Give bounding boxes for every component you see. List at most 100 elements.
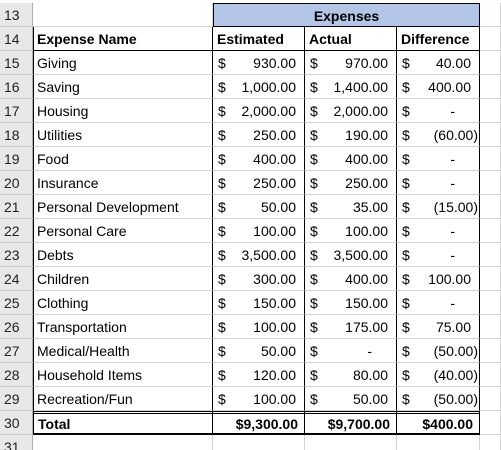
amount-cell: $100.00 xyxy=(305,219,396,243)
currency-symbol: $ xyxy=(402,127,410,143)
cell xyxy=(397,435,480,450)
cell xyxy=(480,27,501,51)
currency-symbol: $ xyxy=(310,175,318,191)
cell xyxy=(397,291,480,315)
cell xyxy=(397,243,480,267)
expense-name: Food xyxy=(37,151,69,167)
cell xyxy=(33,3,213,27)
amount-cell: $175.00 xyxy=(305,315,396,339)
cell xyxy=(213,363,305,387)
expense-name: Clothing xyxy=(37,295,89,311)
row-number: 28 xyxy=(0,363,33,387)
amount: 2,000.00 xyxy=(241,103,297,119)
amount-cell: $ - xyxy=(397,291,479,315)
amount-cell: $400.00 xyxy=(305,267,396,291)
cell xyxy=(305,75,397,99)
currency-symbol: $ xyxy=(402,319,410,335)
cell xyxy=(480,411,501,435)
cell xyxy=(397,51,480,75)
amount-cell: $ - xyxy=(397,171,479,195)
row-number: 16 xyxy=(0,75,33,99)
cell xyxy=(480,147,501,171)
cell xyxy=(480,219,501,243)
row-number: 17 xyxy=(0,99,33,123)
currency-symbol: $ xyxy=(310,103,318,119)
amount-cell: $190.00 xyxy=(305,123,396,147)
amount: 3,500.00 xyxy=(241,247,297,263)
currency-symbol: $ xyxy=(402,295,410,311)
amount-cell: $100.00 xyxy=(397,267,479,291)
amount: 40.00 xyxy=(435,55,471,71)
expense-name: Saving xyxy=(37,79,80,95)
amount-cell: $40.00 xyxy=(397,51,479,75)
amount: 250.00 xyxy=(345,175,388,191)
currency-symbol: $ xyxy=(402,391,410,407)
amount: 35.00 xyxy=(352,199,388,215)
currency-symbol: $ xyxy=(402,175,410,191)
amount-cell: $150.00 xyxy=(213,291,304,315)
amount-cell: $930.00 xyxy=(213,51,304,75)
currency-symbol: $ xyxy=(310,79,318,95)
row-number: 26 xyxy=(0,315,33,339)
cell xyxy=(213,123,305,147)
currency-symbol: $ xyxy=(218,151,226,167)
amount: - xyxy=(450,103,455,119)
amount: 970.00 xyxy=(345,55,388,71)
amount: 400.00 xyxy=(428,79,471,95)
cell xyxy=(33,147,213,171)
cell xyxy=(397,315,480,339)
row-number: 30 xyxy=(0,411,33,435)
expense-name: Children xyxy=(37,271,90,287)
currency-symbol: $ xyxy=(402,79,410,95)
cell xyxy=(480,3,501,27)
currency-symbol: $ xyxy=(218,343,226,359)
amount: 250.00 xyxy=(253,127,296,143)
currency-symbol: $ xyxy=(402,247,410,263)
amount: - xyxy=(367,343,372,359)
cell xyxy=(305,123,397,147)
amount-cell: $100.00 xyxy=(213,219,304,243)
amount: 80.00 xyxy=(352,367,388,383)
cell xyxy=(480,315,501,339)
currency-symbol: $ xyxy=(402,367,410,383)
cell xyxy=(213,315,305,339)
cell xyxy=(213,195,305,219)
row-number: 20 xyxy=(0,171,33,195)
amount: 250.00 xyxy=(253,175,296,191)
expense-name: Personal Care xyxy=(37,223,127,239)
amount-cell: $120.00 xyxy=(213,363,304,387)
amount: - xyxy=(450,295,455,311)
cell xyxy=(213,267,305,291)
cell xyxy=(213,435,305,450)
cell xyxy=(480,339,501,363)
amount: 400.00 xyxy=(345,151,388,167)
column-header: Actual xyxy=(305,27,397,51)
currency-symbol: $ xyxy=(218,295,226,311)
row-number: 18 xyxy=(0,123,33,147)
amount-cell: $ (60.00) xyxy=(397,123,479,147)
amount: 2,000.00 xyxy=(333,103,389,119)
currency-symbol: $ xyxy=(310,199,318,215)
cell xyxy=(397,147,480,171)
cell xyxy=(305,315,397,339)
column-header: Estimated xyxy=(213,27,305,51)
amount-cell: $50.00 xyxy=(305,387,396,411)
currency-symbol: $ xyxy=(218,127,226,143)
amount-cell: $150.00 xyxy=(305,291,396,315)
amount-cell: $400.00 xyxy=(305,147,396,171)
cell xyxy=(305,435,397,450)
amount-cell: $ - xyxy=(397,219,479,243)
cell xyxy=(305,267,397,291)
amount-cell: $80.00 xyxy=(305,363,396,387)
total-label: Total xyxy=(33,411,213,435)
cell xyxy=(397,171,480,195)
cell xyxy=(397,267,480,291)
amount-cell: $1,400.00 xyxy=(305,75,396,99)
amount: (50.00) xyxy=(433,391,478,407)
amount: 120.00 xyxy=(253,367,296,383)
cell xyxy=(305,147,397,171)
amount-cell: $ - xyxy=(397,147,479,171)
cell xyxy=(33,75,213,99)
currency-symbol: $ xyxy=(218,271,226,287)
